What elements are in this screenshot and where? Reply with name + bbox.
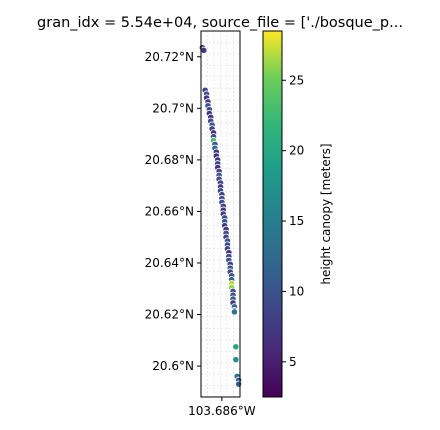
colorbar-tick-label: 20: [289, 144, 304, 158]
y-tick-label: 20.66°N: [145, 204, 194, 218]
points-layer: [198, 44, 243, 388]
colorbar-label: height canopy [meters]: [319, 143, 333, 284]
chart-title: gran_idx = 5.54e+04, source_file = ['./b…: [37, 15, 403, 31]
data-point: [232, 343, 240, 351]
y-tick-label: 20.7°N: [152, 101, 194, 115]
colorbar-tick-label: 25: [289, 73, 304, 87]
colorbar-ticks: 5 10 15 20 25: [282, 73, 304, 369]
colorbar-tick-label: 15: [289, 214, 304, 228]
y-tick-label: 20.64°N: [145, 256, 194, 270]
y-tick-label: 20.68°N: [145, 153, 194, 167]
x-axis: 103.686°W: [188, 397, 256, 418]
y-axis: 20.72°N 20.7°N 20.68°N 20.66°N 20.64°N 20.62°…: [145, 50, 201, 373]
data-point: [230, 308, 239, 316]
y-tick-label: 20.72°N: [145, 50, 194, 64]
colorbar: [262, 30, 283, 398]
y-tick-label: 20.62°N: [145, 308, 194, 322]
colorbar-tick-label: 5: [289, 355, 297, 369]
data-point: [232, 356, 240, 364]
x-tick-label: 103.686°W: [188, 404, 256, 418]
colorbar-tick-label: 10: [289, 284, 304, 298]
data-point: [235, 380, 243, 388]
data-point: [200, 46, 208, 54]
y-tick-label: 20.6°N: [152, 359, 194, 373]
plot-frame: [200, 30, 241, 398]
